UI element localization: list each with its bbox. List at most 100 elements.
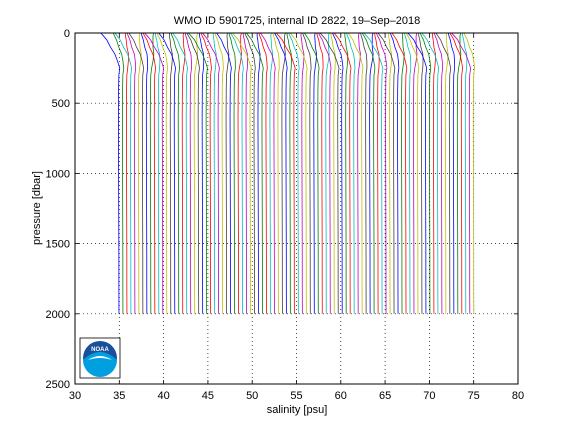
y-tick-label: 0 [64, 28, 70, 40]
profile-line [432, 32, 436, 314]
profile-line [303, 32, 320, 314]
profile-line [377, 32, 396, 314]
profile-line [244, 32, 256, 314]
profile-line [242, 32, 248, 314]
profile-line [155, 32, 161, 314]
y-axis-label: pressure [dbar] [31, 171, 43, 245]
y-tick-label: 500 [52, 98, 70, 110]
profile-line [347, 32, 364, 314]
chart-title: WMO ID 5901725, internal ID 2822, 19–Sep… [174, 15, 420, 27]
profile-line [112, 32, 125, 314]
profile-line [418, 32, 424, 314]
profile-line [181, 32, 186, 314]
profile-line [200, 32, 212, 314]
profile-line [357, 32, 361, 314]
profile-line [212, 32, 217, 314]
profile-lines [100, 32, 475, 314]
profile-line [449, 32, 464, 314]
x-tick-label: 35 [113, 390, 125, 402]
profile-line [140, 32, 149, 314]
profile-line [137, 32, 142, 314]
profile-line [421, 32, 440, 314]
profile-line [126, 32, 137, 314]
profile-line [214, 32, 224, 314]
profile-line [344, 32, 349, 314]
profile-line [272, 32, 280, 314]
profile-line [451, 32, 472, 314]
profile-line [319, 32, 340, 314]
profile-line [289, 32, 308, 314]
profile-line [125, 32, 129, 314]
x-tick-label: 65 [379, 390, 391, 402]
profile-line [269, 32, 274, 314]
profile-line [433, 32, 444, 314]
profile-line [225, 32, 230, 314]
x-tick-label: 70 [423, 390, 435, 402]
profile-line [363, 32, 384, 314]
profile-line [316, 32, 324, 314]
profile-line [346, 32, 356, 314]
profile-line [275, 32, 296, 314]
profile-line [333, 32, 352, 314]
profile-line [447, 32, 456, 314]
profile-line [258, 32, 268, 314]
x-tick-label: 45 [202, 390, 214, 402]
x-axis-label: salinity [psu] [267, 404, 328, 416]
profile-line [318, 32, 332, 314]
grid-lines [75, 33, 518, 384]
profile-line [286, 32, 292, 314]
profile-line [156, 32, 168, 314]
profile-line [158, 32, 176, 314]
y-tick-label: 1500 [46, 239, 70, 251]
profile-line [142, 32, 157, 314]
profile-line [419, 32, 432, 314]
x-tick-label: 75 [468, 390, 480, 402]
profile-line [172, 32, 188, 314]
profile-line [128, 32, 145, 314]
profile-line [404, 32, 412, 314]
profile-line [462, 32, 468, 314]
profile-line [256, 32, 261, 314]
profile-line [463, 32, 475, 314]
profile-line [302, 32, 312, 314]
profile-line [186, 32, 200, 314]
x-tick-label: 40 [157, 390, 169, 402]
y-tick-label: 1000 [46, 168, 70, 180]
profile-line [288, 32, 300, 314]
axis-ticks [74, 32, 519, 385]
profile-line [300, 32, 305, 314]
profile-line [168, 32, 173, 314]
profile-line [170, 32, 180, 314]
profile-line [444, 32, 449, 314]
profile-line [375, 32, 388, 314]
x-tick-labels: 30 35 40 45 50 55 60 65 70 75 80 [69, 390, 524, 402]
profile-line [216, 32, 232, 314]
profile-line [401, 32, 405, 314]
x-tick-label: 30 [69, 390, 81, 402]
profile-line [184, 32, 192, 314]
profile-line [228, 32, 236, 314]
profile-line [388, 32, 393, 314]
y-tick-labels: 0 500 1000 1500 2000 2500 [46, 28, 70, 391]
x-tick-label: 55 [290, 390, 302, 402]
profile-line [230, 32, 244, 314]
profile-line [188, 32, 208, 314]
y-tick-label: 2000 [46, 309, 70, 321]
x-tick-label: 80 [512, 390, 524, 402]
profile-line [405, 32, 420, 314]
x-tick-label: 60 [335, 390, 347, 402]
profile-line [100, 32, 121, 314]
profile-line [390, 32, 400, 314]
y-tick-label: 2500 [46, 379, 70, 391]
profile-line [391, 32, 408, 314]
profile-line [361, 32, 376, 314]
profile-line [332, 32, 344, 314]
profile-line [313, 32, 318, 314]
profile-line [407, 32, 428, 314]
profile-line [260, 32, 276, 314]
profile-line [246, 32, 264, 314]
profile-line [144, 32, 165, 314]
profile-line [231, 32, 252, 314]
profile-line [435, 32, 452, 314]
